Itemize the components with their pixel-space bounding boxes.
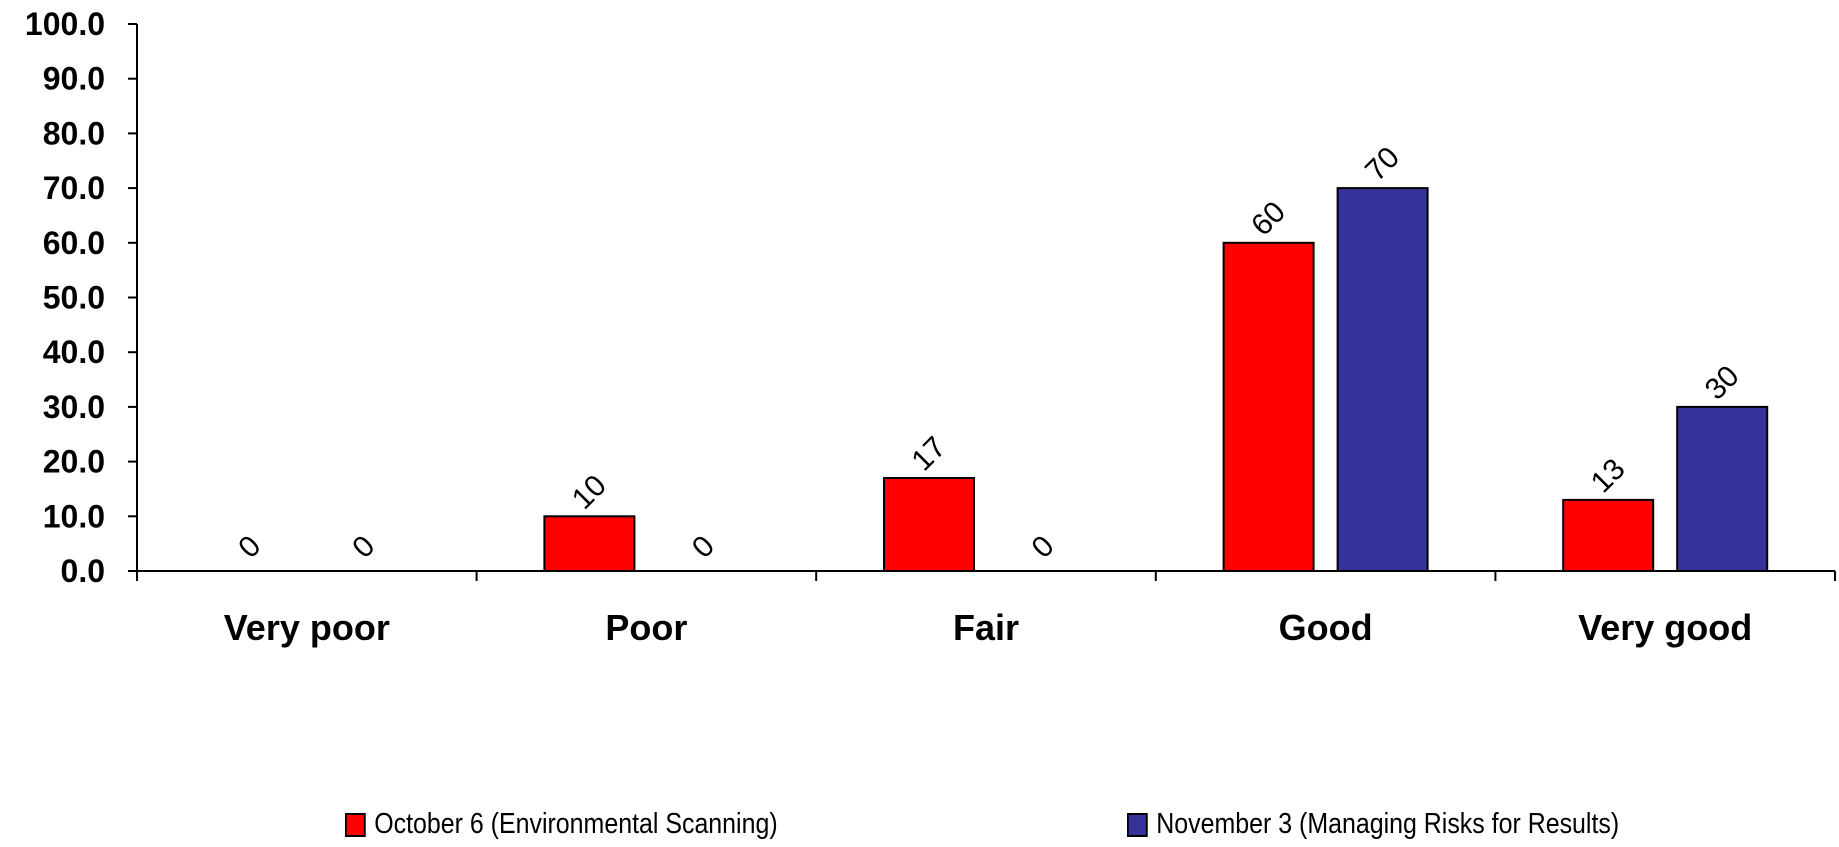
y-tick-label: 60.0 xyxy=(43,225,105,261)
legend-label-series-2: November 3 (Managing Risks for Results) xyxy=(1156,808,1620,840)
bar-series-2 xyxy=(1336,187,1429,572)
bar-series-1 xyxy=(1222,241,1315,573)
data-label-series-1: 17 xyxy=(906,431,953,478)
x-category-label: Very good xyxy=(1578,607,1752,648)
data-label-series-2: 0 xyxy=(686,529,721,564)
bars xyxy=(543,187,1769,573)
y-tick-label: 40.0 xyxy=(43,334,105,370)
legend-swatch-series-2 xyxy=(1127,812,1148,837)
bar-series-1 xyxy=(543,515,636,572)
y-tick-label: 50.0 xyxy=(43,280,105,316)
x-category-label: Very poor xyxy=(224,607,390,648)
x-category-label: Fair xyxy=(953,607,1019,648)
data-label-series-2: 0 xyxy=(346,529,381,564)
legend-label-series-1: October 6 (Environmental Scanning) xyxy=(374,808,778,840)
data-label-series-1: 60 xyxy=(1245,195,1292,242)
bar-series-2 xyxy=(1676,405,1769,572)
y-tick-label: 0.0 xyxy=(61,553,105,589)
x-axis: Very poor Poor Fair Good Very good xyxy=(136,570,1836,648)
x-category-label: Good xyxy=(1279,607,1373,648)
y-tick-label: 30.0 xyxy=(43,389,105,425)
data-label-series-1: 13 xyxy=(1585,452,1632,499)
data-label-series-2: 70 xyxy=(1359,141,1406,188)
data-label-series-2: 0 xyxy=(1025,529,1060,564)
data-label-series-1: 10 xyxy=(566,469,613,516)
data-label-series-2: 30 xyxy=(1699,359,1746,406)
y-tick-label: 20.0 xyxy=(43,444,105,480)
x-category-label: Poor xyxy=(605,607,687,648)
data-labels: 0 10 17 60 13 0 0 0 70 30 xyxy=(232,141,1745,565)
bar-series-1 xyxy=(883,477,975,573)
bar-series-1 xyxy=(1562,498,1655,573)
legend-item-series-1: October 6 (Environmental Scanning) xyxy=(345,808,778,841)
data-label-series-1: 0 xyxy=(232,529,267,564)
y-tick-label: 70.0 xyxy=(43,170,105,206)
y-tick-label: 100.0 xyxy=(25,6,105,42)
y-tick-label: 80.0 xyxy=(43,115,105,151)
y-axis: 0.0 10.0 20.0 30.0 40.0 50.0 60.0 70.0 80.0 90.0 1… xyxy=(25,6,138,589)
legend-item-series-2: November 3 (Managing Risks for Results) xyxy=(1127,808,1619,841)
y-tick-label: 10.0 xyxy=(43,498,105,534)
legend-swatch-series-1 xyxy=(345,812,366,837)
y-tick-label: 90.0 xyxy=(43,61,105,97)
